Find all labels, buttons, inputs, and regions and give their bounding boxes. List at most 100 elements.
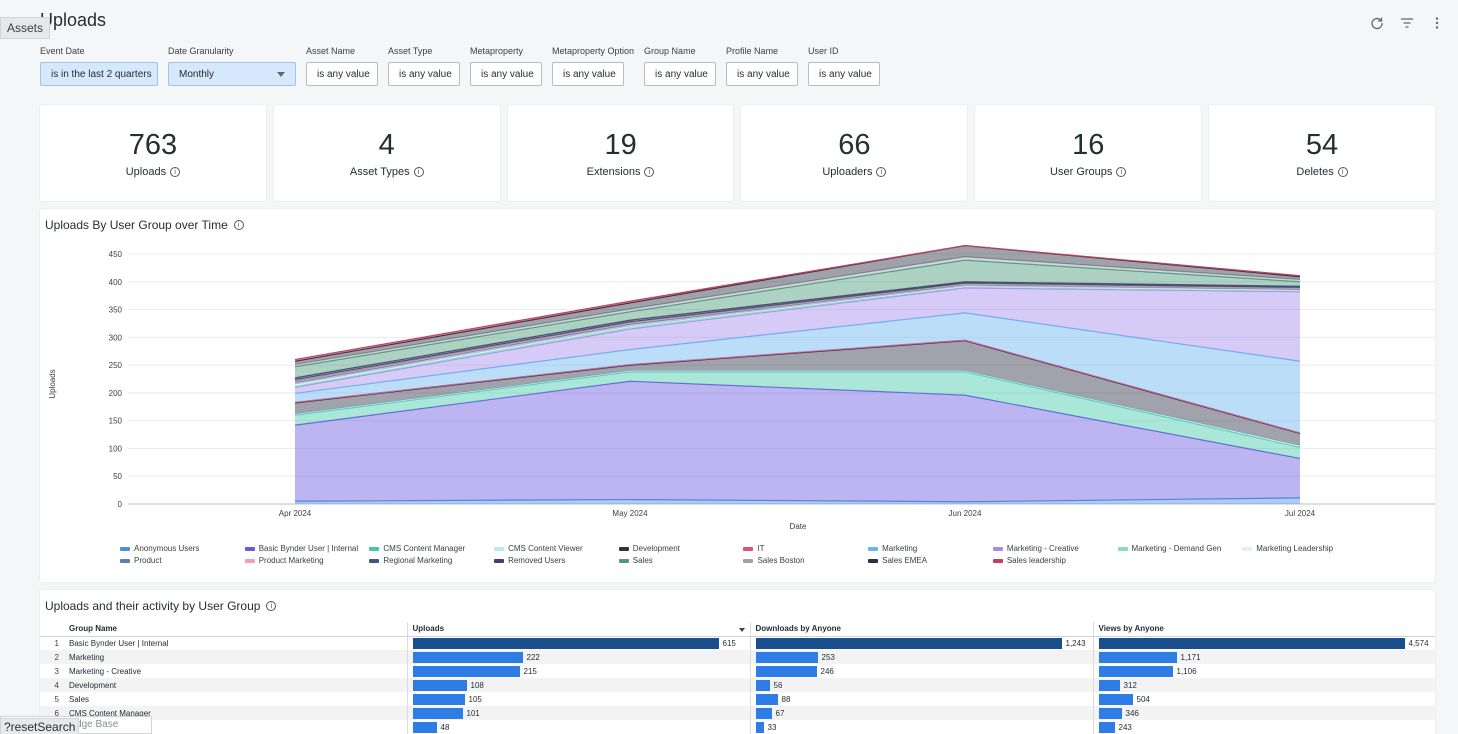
filter-value[interactable]: is any value bbox=[726, 62, 799, 86]
legend-item[interactable]: Product bbox=[120, 556, 245, 565]
group-name-cell[interactable]: Basic Bynder User | Internal bbox=[69, 638, 169, 648]
area-line-0 bbox=[294, 497, 1301, 503]
area-7[interactable] bbox=[295, 287, 1300, 394]
row-index: 4 bbox=[40, 678, 64, 692]
area-4[interactable] bbox=[295, 340, 1300, 446]
views-bar-wrap: 4,574 bbox=[1098, 637, 1431, 649]
refresh-icon[interactable] bbox=[1370, 16, 1384, 30]
uploads-bar bbox=[412, 637, 719, 649]
legend-item[interactable]: Sales bbox=[618, 556, 744, 565]
filter-value[interactable]: is any value bbox=[306, 62, 378, 86]
reset-search-tag[interactable]: ?resetSearch bbox=[0, 718, 80, 734]
legend-swatch bbox=[494, 546, 505, 551]
group-name-cell[interactable]: Marketing - Creative bbox=[69, 666, 142, 676]
filter-icon[interactable] bbox=[1400, 16, 1414, 30]
table-title: Uploads and their activity by User Group bbox=[45, 599, 261, 613]
downloads-value: 88 bbox=[781, 694, 791, 704]
legend-label: Sales bbox=[632, 556, 653, 565]
kpi-uploads[interactable]: 763 Uploads i bbox=[40, 105, 266, 201]
legend-item[interactable]: Marketing Leadership bbox=[1242, 544, 1367, 553]
kpi-label-row: Extensions i bbox=[587, 166, 655, 178]
group-name-header[interactable]: Group Name bbox=[64, 622, 407, 637]
kpi-user-groups[interactable]: 16 User Groups i bbox=[975, 105, 1202, 201]
uploads-header[interactable]: Uploads bbox=[406, 622, 750, 637]
table-row[interactable]: 5 Sales 105 88 504 bbox=[40, 692, 1435, 706]
area-line-7 bbox=[294, 287, 1301, 388]
filter-label: Event Date bbox=[40, 46, 85, 56]
kpi-uploaders[interactable]: 66 Uploaders i bbox=[741, 105, 968, 201]
table-row[interactable]: 4 Development 108 56 312 bbox=[40, 678, 1435, 692]
legend-item[interactable]: Marketing bbox=[868, 544, 993, 553]
filter-value[interactable]: is in the last 2 quarters bbox=[40, 62, 158, 86]
table-row[interactable]: 1 Basic Bynder User | Internal 615 1,243 4,5… bbox=[40, 636, 1435, 650]
kpi-deletes[interactable]: 54 Deletes i bbox=[1209, 105, 1435, 201]
legend-item[interactable]: Marketing - Demand Gen bbox=[1117, 544, 1243, 553]
legend-swatch bbox=[618, 558, 629, 563]
kpi-value: 54 bbox=[1305, 129, 1339, 161]
area-line-2 bbox=[294, 371, 1301, 448]
uploads-cell: 215 bbox=[406, 664, 750, 678]
legend-swatch bbox=[743, 546, 754, 551]
filter-value[interactable]: is any value bbox=[644, 62, 717, 86]
filter-label: Date Granularity bbox=[168, 46, 234, 56]
info-icon[interactable]: i bbox=[170, 167, 181, 177]
legend-item[interactable]: IT bbox=[743, 544, 868, 553]
legend-item[interactable]: Sales EMEA bbox=[868, 556, 993, 565]
views-header[interactable]: Views by Anyone bbox=[1092, 622, 1435, 637]
legend-label: Product Marketing bbox=[258, 556, 324, 565]
kpi-label: Uploads bbox=[125, 166, 167, 178]
downloads-header[interactable]: Downloads by Anyone bbox=[749, 622, 1093, 637]
legend-label: Marketing Leadership bbox=[1256, 544, 1334, 553]
granularity-select[interactable]: Monthly bbox=[168, 62, 296, 86]
legend-item[interactable]: Product Marketing bbox=[244, 556, 370, 565]
info-icon[interactable]: i bbox=[644, 167, 655, 177]
views-cell: 4,574 bbox=[1092, 636, 1435, 650]
kpi-label-row: Uploaders i bbox=[822, 166, 887, 178]
filter-value[interactable]: is any value bbox=[808, 62, 881, 86]
kpi-extensions[interactable]: 19 Extensions i bbox=[507, 105, 734, 201]
legend-item[interactable]: CMS Content Viewer bbox=[494, 544, 619, 553]
filter-value[interactable]: is any value bbox=[552, 62, 624, 86]
legend-swatch bbox=[992, 558, 1003, 563]
table-row[interactable]: 3 Marketing - Creative 215 246 1,106 bbox=[40, 664, 1435, 678]
table-row[interactable]: 6 CMS Content Manager 101 67 346 bbox=[40, 706, 1435, 720]
y-tick-label: 200 bbox=[109, 389, 123, 398]
group-name-cell[interactable]: Development bbox=[64, 678, 407, 692]
stacked-area-chart[interactable]: 0 50 100 150 200 250 300 350 400 450 Apr 2024 May 2… bbox=[40, 239, 1435, 539]
legend-item[interactable]: Anonymous Users bbox=[120, 544, 245, 553]
more-options-icon[interactable] bbox=[1430, 16, 1444, 30]
y-tick-label: 0 bbox=[118, 500, 123, 509]
info-icon[interactable]: i bbox=[266, 601, 277, 611]
filter-value[interactable]: is any value bbox=[388, 62, 460, 86]
legend-item[interactable]: Marketing - Creative bbox=[992, 544, 1118, 553]
group-name-cell[interactable]: Sales bbox=[69, 694, 90, 704]
legend-item[interactable]: Development bbox=[618, 544, 744, 553]
x-tick-label: Jun 2024 bbox=[949, 509, 982, 518]
legend-item[interactable]: Basic Bynder User | Internal bbox=[244, 544, 370, 553]
downloads-cell: 88 bbox=[749, 692, 1093, 706]
views-cell: 504 bbox=[1092, 692, 1435, 706]
kpi-asset-types[interactable]: 4 Asset Types i bbox=[273, 105, 500, 201]
info-icon[interactable]: i bbox=[1337, 167, 1348, 177]
table-row[interactable]: 2 Marketing 222 253 1,171 bbox=[40, 650, 1435, 664]
uploads-value: 215 bbox=[523, 666, 537, 676]
sort-desc-icon[interactable] bbox=[738, 628, 745, 633]
area-6[interactable] bbox=[295, 312, 1300, 433]
legend-item[interactable]: Sales Boston bbox=[743, 556, 868, 565]
filter-value[interactable]: is any value bbox=[470, 62, 542, 86]
assets-tag[interactable]: Assets bbox=[0, 17, 51, 39]
info-icon[interactable]: i bbox=[1116, 167, 1127, 177]
legend-item[interactable]: Regional Marketing bbox=[369, 556, 494, 565]
area-2[interactable] bbox=[295, 371, 1300, 459]
info-icon[interactable]: i bbox=[876, 167, 887, 177]
legend-item[interactable]: Sales leadership bbox=[992, 556, 1118, 565]
info-icon[interactable]: i bbox=[233, 220, 244, 230]
group-name-cell[interactable]: Marketing bbox=[64, 650, 407, 664]
legend-item[interactable]: Removed Users bbox=[494, 556, 619, 565]
legend-item[interactable]: CMS Content Manager bbox=[369, 544, 494, 553]
uploads-cell: 105 bbox=[406, 692, 750, 706]
info-icon[interactable]: i bbox=[413, 167, 424, 177]
table-row[interactable]: 48 33 243 bbox=[40, 720, 1435, 734]
area-line-15 bbox=[294, 256, 1301, 366]
views-bar bbox=[1098, 721, 1115, 733]
